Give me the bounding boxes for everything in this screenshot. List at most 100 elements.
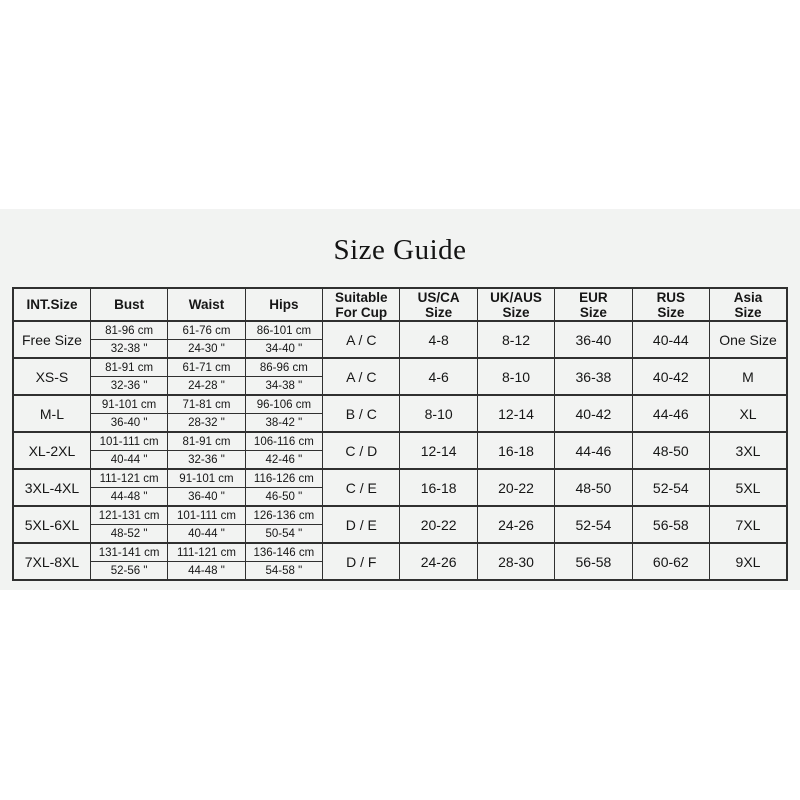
hips-in-cell: 38-42 " [244,413,324,433]
bust-in-cell: 32-38 " [89,339,169,359]
eur-cell: 44-46 [554,431,633,470]
waist-cm-cell: 111-121 cm [167,542,246,562]
uk-aus-cell: 24-26 [476,505,556,544]
column-header-us_ca: US/CA Size [399,287,478,322]
bust-in-cell: 52-56 " [89,561,169,581]
cup-cell: A / C [322,320,401,359]
int-size-cell: Free Size [12,320,91,359]
hips-cm-cell: 106-116 cm [244,431,324,451]
eur-cell: 36-38 [554,357,633,396]
column-header-uk_aus: UK/AUS Size [476,287,556,322]
table-row-5xl-6xl: 5XL-6XL 121-131 cm 101-111 cm 126-136 cm D /… [12,505,788,544]
us-ca-cell: 4-6 [399,357,478,396]
hips-cm-cell: 86-96 cm [244,357,324,377]
bust-in-cell: 48-52 " [89,524,169,544]
column-header-hips: Hips [244,287,324,322]
rus-cell: 52-54 [631,468,711,507]
waist-in-cell: 44-48 " [167,561,246,581]
cup-cell: C / D [322,431,401,470]
column-header-asia: Asia Size [709,287,788,322]
size-guide-panel: Size Guide INT.Size Bust Waist Hips Suitable… [0,209,800,590]
column-header-rus: RUS Size [631,287,711,322]
hips-in-cell: 34-40 " [244,339,324,359]
hips-in-cell: 34-38 " [244,376,324,396]
cup-cell: C / E [322,468,401,507]
bust-in-cell: 44-48 " [89,487,169,507]
hips-cm-cell: 86-101 cm [244,320,324,340]
table-subrow-inches: 52-56 " 44-48 " 54-58 " [13,561,787,581]
table-subrow-inches: 32-38 " 24-30 " 34-40 " [13,339,787,359]
asia-cell: 5XL [709,468,788,507]
uk-aus-cell: 16-18 [476,431,556,470]
rus-cell: 60-62 [631,542,711,581]
eur-cell: 40-42 [554,394,633,433]
us-ca-cell: 16-18 [399,468,478,507]
bust-cm-cell: 101-111 cm [89,431,169,451]
hips-in-cell: 46-50 " [244,487,324,507]
int-size-cell: XS-S [12,357,91,396]
eur-cell: 36-40 [554,320,633,359]
size-table: INT.Size Bust Waist Hips Suitable For Cup US/… [12,287,788,581]
size-table-header: INT.Size Bust Waist Hips Suitable For Cup US/… [12,287,788,322]
table-subrow-inches: 36-40 " 28-32 " 38-42 " [13,413,787,433]
waist-in-cell: 40-44 " [167,524,246,544]
waist-in-cell: 28-32 " [167,413,246,433]
int-size-cell: 3XL-4XL [12,468,91,507]
cup-cell: B / C [322,394,401,433]
cup-cell: D / E [322,505,401,544]
rus-cell: 56-58 [631,505,711,544]
hips-cm-cell: 126-136 cm [244,505,324,525]
uk-aus-cell: 20-22 [476,468,556,507]
column-header-waist: Waist [167,287,246,322]
bust-in-cell: 32-36 " [89,376,169,396]
column-header-int_size: INT.Size [12,287,91,322]
table-row-7xl-8xl: 7XL-8XL 131-141 cm 111-121 cm 136-146 cm D /… [12,542,788,581]
table-row-3xl-4xl: 3XL-4XL 111-121 cm 91-101 cm 116-126 cm C / … [12,468,788,507]
hips-in-cell: 42-46 " [244,450,324,470]
waist-cm-cell: 71-81 cm [167,394,246,414]
rus-cell: 40-42 [631,357,711,396]
waist-cm-cell: 81-91 cm [167,431,246,451]
waist-cm-cell: 101-111 cm [167,505,246,525]
table-subrow-inches: 40-44 " 32-36 " 42-46 " [13,450,787,470]
hips-in-cell: 50-54 " [244,524,324,544]
bust-in-cell: 40-44 " [89,450,169,470]
header-row: INT.Size Bust Waist Hips Suitable For Cup US/… [12,287,788,322]
eur-cell: 52-54 [554,505,633,544]
uk-aus-cell: 8-12 [476,320,556,359]
waist-in-cell: 24-28 " [167,376,246,396]
table-row-m-l: M-L 91-101 cm 71-81 cm 96-106 cm B / C 8-10 12… [12,394,788,433]
rus-cell: 48-50 [631,431,711,470]
bust-cm-cell: 91-101 cm [89,394,169,414]
bust-cm-cell: 81-91 cm [89,357,169,377]
hips-cm-cell: 116-126 cm [244,468,324,488]
column-header-cup: Suitable For Cup [322,287,401,322]
int-size-cell: XL-2XL [12,431,91,470]
asia-cell: XL [709,394,788,433]
hips-cm-cell: 136-146 cm [244,542,324,562]
bust-cm-cell: 111-121 cm [89,468,169,488]
table-row-xs-s: XS-S 81-91 cm 61-71 cm 86-96 cm A / C 4-6 8-10… [12,357,788,396]
rus-cell: 44-46 [631,394,711,433]
asia-cell: 7XL [709,505,788,544]
int-size-cell: 7XL-8XL [12,542,91,581]
bust-in-cell: 36-40 " [89,413,169,433]
bust-cm-cell: 81-96 cm [89,320,169,340]
asia-cell: M [709,357,788,396]
rus-cell: 40-44 [631,320,711,359]
waist-cm-cell: 61-71 cm [167,357,246,377]
asia-cell: 3XL [709,431,788,470]
int-size-cell: 5XL-6XL [12,505,91,544]
us-ca-cell: 8-10 [399,394,478,433]
bust-cm-cell: 131-141 cm [89,542,169,562]
eur-cell: 48-50 [554,468,633,507]
cup-cell: A / C [322,357,401,396]
bust-cm-cell: 121-131 cm [89,505,169,525]
uk-aus-cell: 8-10 [476,357,556,396]
hips-cm-cell: 96-106 cm [244,394,324,414]
column-header-bust: Bust [89,287,169,322]
asia-cell: One Size [709,320,788,359]
